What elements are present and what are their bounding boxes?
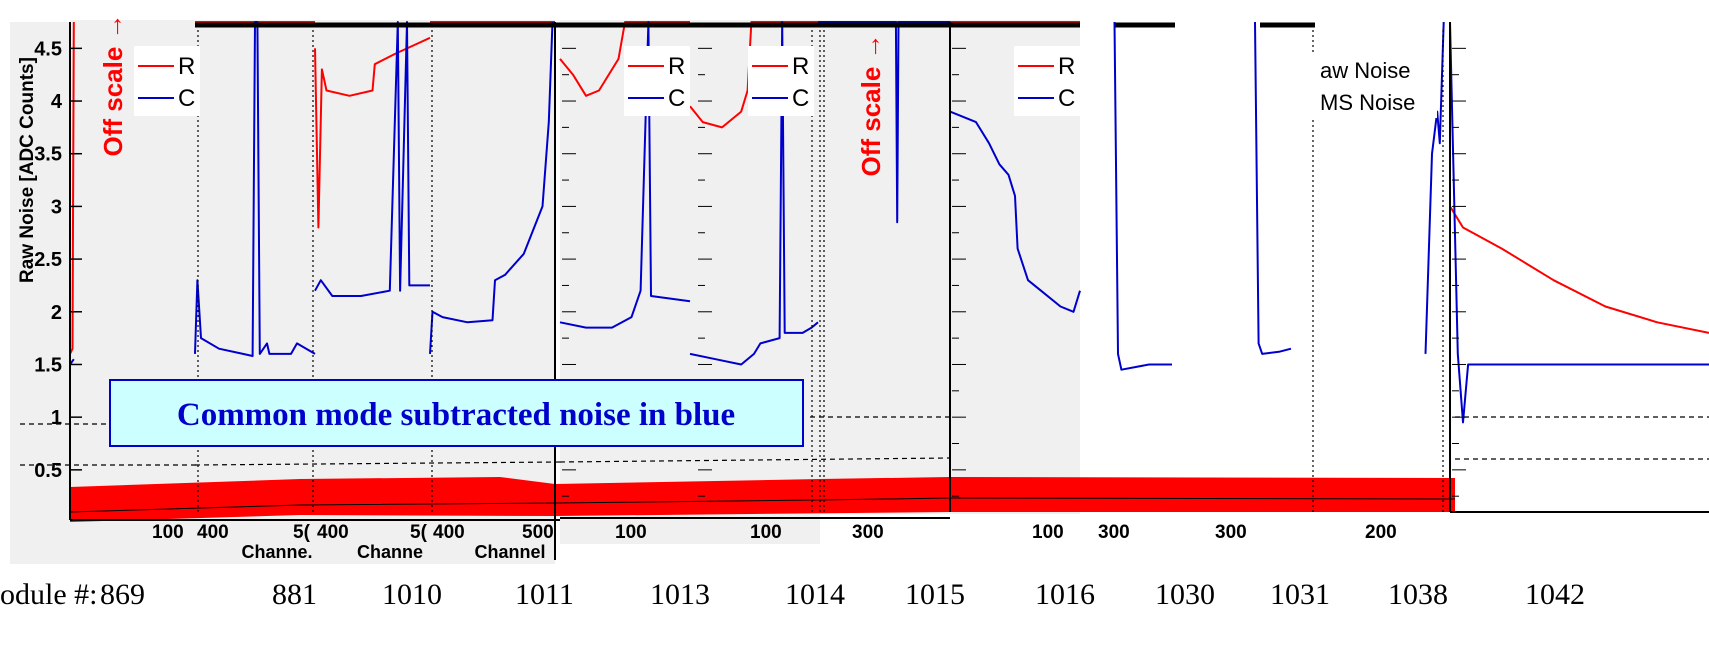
ytick-label: 2 xyxy=(51,302,62,324)
module-number: 1011 xyxy=(515,578,574,611)
pedestal-band-fill xyxy=(70,477,1455,522)
cm-noise-line-module-881 xyxy=(194,21,316,357)
annotation-text: Common mode subtracted noise in blue xyxy=(177,397,735,433)
module-number: 1031 xyxy=(1270,578,1330,611)
panel-background xyxy=(1450,20,1709,514)
x-axis-label: Channe xyxy=(357,542,423,562)
noise-series xyxy=(69,21,1709,424)
reference-dash-line xyxy=(194,461,561,466)
cm-noise-line-module-1013 xyxy=(559,21,691,329)
reference-dash-line xyxy=(559,457,951,463)
ytick-label: 4 xyxy=(51,91,63,113)
raw-noise-line-module-1013 xyxy=(559,21,690,97)
ytick-label: 4.5 xyxy=(34,38,62,60)
cm-noise-line-module-1011 xyxy=(429,21,554,354)
pedestal-band xyxy=(69,477,1456,522)
off-scale-label: Off scale → xyxy=(98,13,128,156)
legend-cm-label: C xyxy=(668,85,685,112)
off-scale-label: Off scale → xyxy=(856,33,886,176)
cm-noise-line-module-1015 xyxy=(818,21,950,224)
module-number: 1010 xyxy=(382,578,442,611)
cm-noise-line-module-1030 xyxy=(1113,21,1172,371)
legend-raw-label: R xyxy=(1058,53,1075,80)
module-number: 869 xyxy=(100,578,145,611)
xtick-label-module-881: 5( xyxy=(293,522,311,543)
legend-box xyxy=(624,46,690,116)
xtick-label-module-1038: 200 xyxy=(1365,522,1397,543)
xtick-label-module-1016: 100 xyxy=(1032,522,1064,543)
panel-background xyxy=(1080,20,1195,514)
xtick-label-module-869: 100 xyxy=(152,522,184,543)
legend-box xyxy=(1312,52,1437,118)
ytick-label: 1.5 xyxy=(34,354,62,376)
xtick-label-module-1010: 400 xyxy=(317,522,349,543)
legend-raw-label: R xyxy=(178,53,195,80)
xtick-label-module-881: 400 xyxy=(197,522,229,543)
x-axis-label: Channel xyxy=(474,542,545,562)
legend-cm-label: C xyxy=(792,85,809,112)
xtick-label-module-1014: 100 xyxy=(750,522,782,543)
legend-cm-label: MS Noise xyxy=(1320,90,1415,115)
legend-box xyxy=(1014,46,1080,116)
legend-raw-label: R xyxy=(792,53,809,80)
panel-background xyxy=(818,20,950,514)
ytick-label: 2.5 xyxy=(34,249,62,271)
y-axis-label: Raw Noise [ADC Counts] xyxy=(17,57,38,283)
legend-cm-label: C xyxy=(1058,85,1075,112)
cm-noise-line-module-1042 xyxy=(1449,21,1709,424)
cm-noise-line-module-1010 xyxy=(314,21,430,297)
cm-noise-line-module-1038 xyxy=(1424,21,1445,354)
cm-noise-line-module-1016 xyxy=(949,110,1081,313)
annotation-box xyxy=(109,379,804,447)
module-number: 1030 xyxy=(1155,578,1215,611)
cm-noise-line-module-1014 xyxy=(689,21,819,366)
legend-box xyxy=(134,46,200,116)
module-number: 1016 xyxy=(1035,578,1095,611)
module-number: 881 xyxy=(272,578,317,611)
ytick-label: 3.5 xyxy=(34,144,62,166)
ytick-label: 0.5 xyxy=(34,460,62,482)
legend-raw-label: R xyxy=(668,53,685,80)
legend-box xyxy=(748,46,814,116)
x-axis-label: Channe. xyxy=(241,542,312,562)
axes xyxy=(20,22,1709,560)
xtick-label-module-1030: 300 xyxy=(1098,522,1130,543)
xtick-label-module-1031: 300 xyxy=(1215,522,1247,543)
xtick-label-module-1013: 100 xyxy=(615,522,647,543)
raw-noise-line-module-1014 xyxy=(689,21,818,129)
raw-noise-line-module-1042 xyxy=(1449,205,1709,334)
module-prefix: odule #: xyxy=(0,578,98,611)
annotation-banner: Common mode subtracted noise in blue xyxy=(109,379,804,447)
xtick-label-module-1010: 5( xyxy=(410,522,428,543)
pedestal-band-center xyxy=(69,497,1456,513)
module-number: 1013 xyxy=(650,578,710,611)
xtick-label-module-1011: 400 xyxy=(433,522,465,543)
module-number: 1038 xyxy=(1388,578,1448,611)
yaxis-background xyxy=(10,22,70,512)
module-number: 1014 xyxy=(785,578,845,611)
xtick-label-module-1015: 300 xyxy=(852,522,884,543)
ytick-label: 1 xyxy=(51,407,62,429)
ytick-label: 3 xyxy=(51,196,62,218)
legend-cm-label: C xyxy=(178,85,195,112)
legend-raw-label: aw Noise xyxy=(1320,58,1410,83)
xtick-label-module-1011: 500 xyxy=(522,522,554,543)
cm-noise-line-module-1031 xyxy=(1254,21,1292,355)
module-number: 1042 xyxy=(1525,578,1585,611)
module-number: 1015 xyxy=(905,578,965,611)
